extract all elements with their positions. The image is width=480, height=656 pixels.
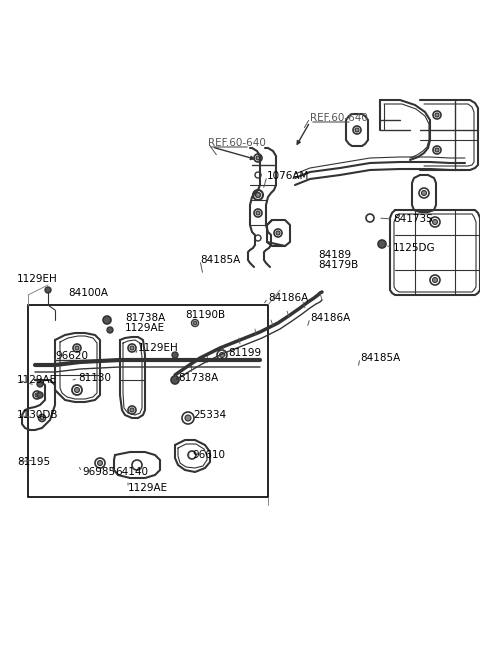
Text: 84185A: 84185A bbox=[360, 353, 400, 363]
Circle shape bbox=[75, 346, 79, 350]
Text: 1130DB: 1130DB bbox=[17, 410, 59, 420]
Text: 1129AE: 1129AE bbox=[17, 375, 57, 385]
Text: 81195: 81195 bbox=[17, 457, 50, 467]
Circle shape bbox=[193, 321, 197, 325]
Circle shape bbox=[435, 113, 439, 117]
Circle shape bbox=[171, 376, 179, 384]
Text: REF.60-640: REF.60-640 bbox=[310, 113, 368, 123]
Circle shape bbox=[355, 128, 359, 132]
Text: 84186A: 84186A bbox=[310, 313, 350, 323]
Text: 84189: 84189 bbox=[318, 250, 351, 260]
Text: 84173S: 84173S bbox=[393, 214, 433, 224]
Text: 96610: 96610 bbox=[192, 450, 225, 460]
Text: 1129EH: 1129EH bbox=[138, 343, 179, 353]
Text: 1129AE: 1129AE bbox=[128, 483, 168, 493]
Text: 84100A: 84100A bbox=[68, 288, 108, 298]
Text: REF.60-640: REF.60-640 bbox=[208, 138, 266, 148]
Text: 84185A: 84185A bbox=[200, 255, 240, 265]
Circle shape bbox=[172, 352, 178, 358]
Text: 81199: 81199 bbox=[228, 348, 261, 358]
Text: 81190B: 81190B bbox=[185, 310, 225, 320]
Circle shape bbox=[432, 220, 437, 224]
Text: 84186A: 84186A bbox=[268, 293, 308, 303]
Text: 81738A: 81738A bbox=[125, 313, 165, 323]
Circle shape bbox=[432, 277, 437, 283]
Circle shape bbox=[421, 190, 427, 195]
Circle shape bbox=[103, 316, 111, 324]
Circle shape bbox=[40, 416, 44, 420]
Circle shape bbox=[37, 392, 43, 398]
Text: 64140: 64140 bbox=[115, 467, 148, 477]
Circle shape bbox=[107, 327, 113, 333]
Circle shape bbox=[255, 192, 261, 197]
Circle shape bbox=[37, 381, 43, 387]
Text: 1076AM: 1076AM bbox=[267, 171, 310, 181]
Text: 96985: 96985 bbox=[82, 467, 115, 477]
Text: 1125DG: 1125DG bbox=[393, 243, 436, 253]
Text: 84179B: 84179B bbox=[318, 260, 358, 270]
Text: 81738A: 81738A bbox=[178, 373, 218, 383]
Circle shape bbox=[435, 148, 439, 152]
Text: 1129AE: 1129AE bbox=[125, 323, 165, 333]
Text: 25334: 25334 bbox=[193, 410, 226, 420]
Circle shape bbox=[276, 231, 280, 235]
Circle shape bbox=[74, 388, 80, 392]
Circle shape bbox=[130, 408, 134, 412]
Circle shape bbox=[256, 211, 260, 215]
Circle shape bbox=[185, 415, 191, 421]
Text: 1129EH: 1129EH bbox=[17, 274, 58, 284]
Circle shape bbox=[130, 346, 134, 350]
Circle shape bbox=[45, 287, 51, 293]
Text: 81130: 81130 bbox=[78, 373, 111, 383]
Circle shape bbox=[256, 156, 260, 160]
Circle shape bbox=[35, 393, 39, 397]
Text: 96620: 96620 bbox=[55, 351, 88, 361]
Circle shape bbox=[219, 352, 225, 358]
Bar bbox=[28, 305, 268, 497]
Circle shape bbox=[378, 240, 386, 248]
Circle shape bbox=[97, 461, 103, 466]
